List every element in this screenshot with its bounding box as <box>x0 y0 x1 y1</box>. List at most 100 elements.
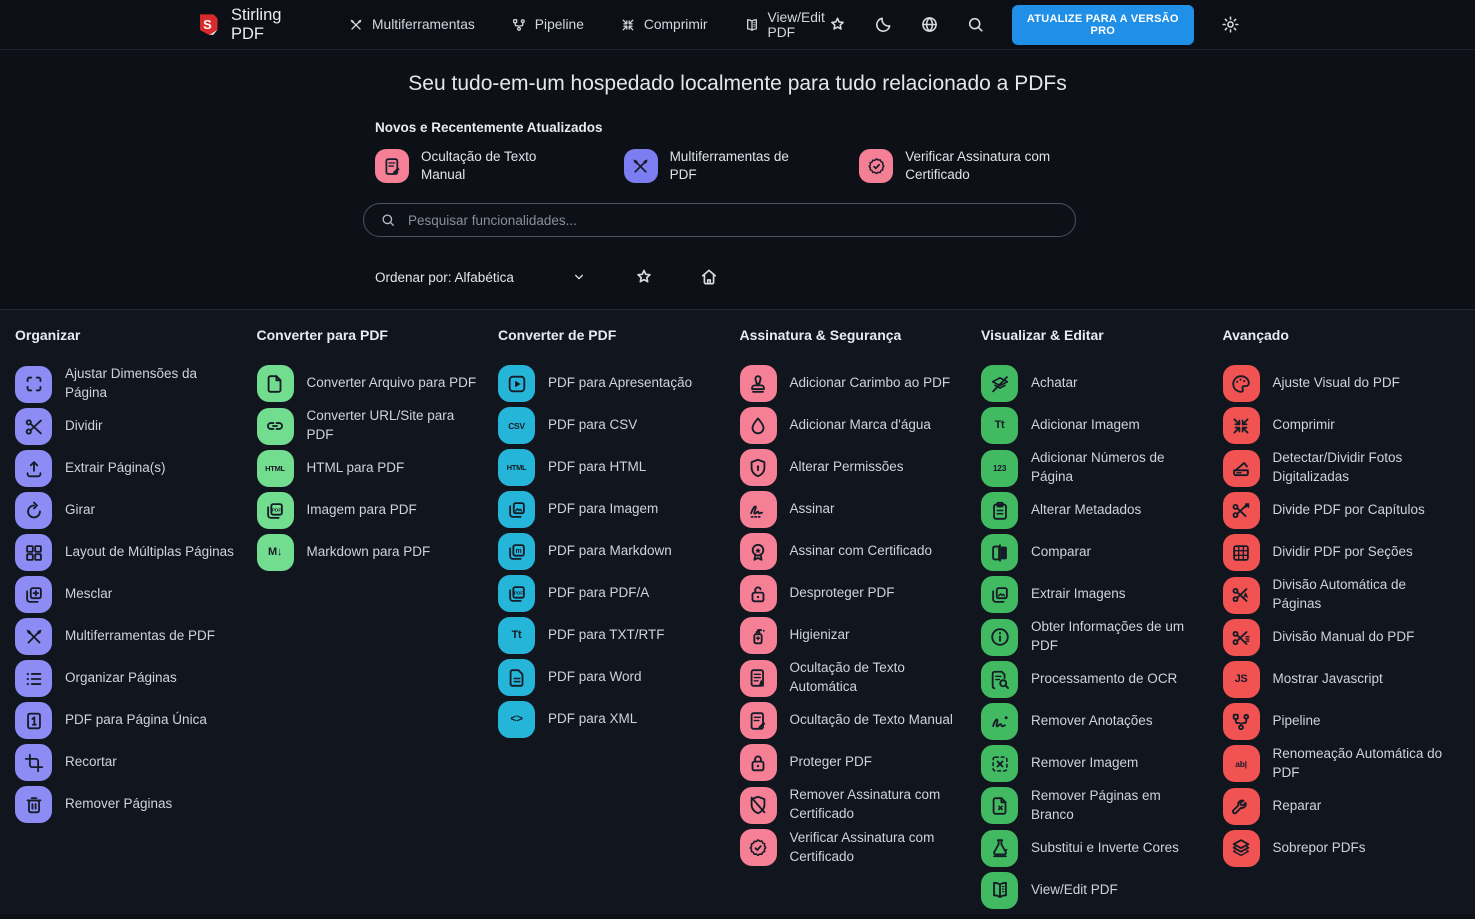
search-button[interactable] <box>966 15 985 34</box>
tool-item-organizar-paginas[interactable]: Organizar Páginas <box>15 660 255 698</box>
tool-item-mostrar-javascript[interactable]: JS Mostrar Javascript <box>1222 661 1463 698</box>
tool-item-sobrepor-pdfs[interactable]: Sobrepor PDFs <box>1222 829 1463 867</box>
tool-item-label: Adicionar Números de Página <box>1031 450 1165 485</box>
tool-item-pdf-para-csv[interactable]: CSV PDF para CSV <box>498 407 738 445</box>
tool-item-remover-assinatura-com-certificado[interactable]: Remover Assinatura com Certificado <box>739 786 980 824</box>
tool-item-label: Remover Anotações <box>1031 713 1153 729</box>
tool-item-desproteger-pdf[interactable]: Desproteger PDF <box>739 575 980 613</box>
tool-item-girar[interactable]: Girar <box>15 492 255 530</box>
tool-item-reparar[interactable]: Reparar <box>1222 787 1463 825</box>
stack-img-icon <box>981 576 1018 614</box>
language-button[interactable] <box>920 15 939 34</box>
tool-item-extrair-imagens[interactable]: Extrair Imagens <box>981 576 1221 614</box>
tool-item-pdf-para-xml[interactable]: <> PDF para XML <box>498 701 738 739</box>
tool-item-adicionar-imagem[interactable]: Tt Adicionar Imagem <box>981 407 1221 445</box>
featured-item-verificar-assinatura-com-certificado[interactable]: Verificar Assinatura com Certificado <box>859 148 1076 184</box>
crop-frame-icon <box>15 365 52 403</box>
tool-item-pdf-para-imagem[interactable]: PDF para Imagem <box>498 491 738 529</box>
featured-item-ocultacao-de-texto-manual[interactable]: Ocultação de Texto Manual <box>375 148 578 184</box>
tool-item-adicionar-numeros-de-pagina[interactable]: 123 Adicionar Números de Página <box>981 449 1221 487</box>
tool-item-divisao-automatica-de-paginas[interactable]: Divisão Automática de Páginas <box>1222 576 1463 614</box>
tool-item-remover-anotacoes[interactable]: Remover Anotações <box>981 703 1221 740</box>
tool-item-higienizar[interactable]: Higienizar <box>739 617 980 655</box>
tool-item-label: Verificar Assinatura com Certificado <box>789 830 935 864</box>
nav-link-pipeline[interactable]: Pipeline <box>511 17 584 33</box>
tool-item-ocultacao-de-texto-automatica[interactable]: Ocultação de Texto Automática <box>739 659 980 697</box>
tool-item-pdf-para-html[interactable]: HTML PDF para HTML <box>498 449 738 487</box>
nav-link-multiferramentas[interactable]: Multiferramentas <box>348 17 475 33</box>
tool-item-alterar-permissoes[interactable]: Alterar Permissões <box>739 449 980 487</box>
grid9-icon <box>1222 534 1260 572</box>
settings-button[interactable] <box>1221 15 1240 34</box>
tool-item-pdf-para-pdf-a[interactable]: PDF PDF para PDF/A <box>498 575 738 613</box>
tool-item-alterar-metadados[interactable]: Alterar Metadados <box>981 492 1221 530</box>
tool-item-adicionar-marca-d-agua[interactable]: Adicionar Marca d'água <box>739 407 980 445</box>
dark-mode-button[interactable] <box>874 15 893 34</box>
wrench-icon <box>1222 787 1260 825</box>
tool-item-ajustar-dimensoes-da-pagina[interactable]: Ajustar Dimensões da Página <box>15 365 255 403</box>
pipeline-icon <box>511 17 527 33</box>
tool-item-assinar-com-certificado[interactable]: Assinar com Certificado <box>739 533 980 571</box>
tool-item-detectar-dividir-fotos-digitalizadas[interactable]: Detectar/Dividir Fotos Digitalizadas <box>1222 449 1463 487</box>
tool-item-converter-arquivo-para-pdf[interactable]: Converter Arquivo para PDF <box>256 365 497 403</box>
tool-item-multiferramentas-de-pdf[interactable]: Multiferramentas de PDF <box>15 618 255 656</box>
tool-item-pdf-para-txt-rtf[interactable]: Tt PDF para TXT/RTF <box>498 617 738 655</box>
tool-item-pdf-para-word[interactable]: PDF para Word <box>498 659 738 697</box>
tt-icon: Tt <box>981 407 1018 445</box>
tool-item-dividir-pdf-por-secoes[interactable]: Dividir PDF por Seções <box>1222 534 1463 572</box>
tool-item-processamento-de-ocr[interactable]: Processamento de OCR <box>981 661 1221 698</box>
tool-item-recortar[interactable]: Recortar <box>15 744 255 782</box>
upgrade-pro-button[interactable]: ATUALIZE PARA A VERSÃO PRO <box>1011 4 1194 45</box>
tool-item-proteger-pdf[interactable]: Proteger PDF <box>739 744 980 782</box>
sort-select[interactable]: Ordenar por: Alfabética <box>375 269 587 285</box>
tool-item-view-edit-pdf[interactable]: View/Edit PDF <box>981 871 1221 909</box>
tool-item-substitui-e-inverte-cores[interactable]: Substitui e Inverte Cores <box>981 829 1221 867</box>
tool-item-ocultacao-de-texto-manual[interactable]: Ocultação de Texto Manual <box>739 702 980 740</box>
tool-item-verificar-assinatura-com-certificado[interactable]: Verificar Assinatura com Certificado <box>739 829 980 867</box>
favourites-filter-button[interactable] <box>634 267 654 287</box>
favourites-button[interactable] <box>828 15 847 34</box>
home-button[interactable] <box>699 267 719 287</box>
nav-link-label: Comprimir <box>643 17 708 32</box>
tool-item-divisao-manual-do-pdf[interactable]: Divisão Manual do PDF <box>1222 619 1463 656</box>
js-icon: JS <box>1222 661 1260 698</box>
tool-item-dividir[interactable]: Dividir <box>15 408 255 446</box>
tool-item-label: Pipeline <box>1272 713 1321 729</box>
tool-item-label: Extrair Página(s) <box>65 460 166 476</box>
tool-item-layout-de-multiplas-paginas[interactable]: Layout de Múltiplas Páginas <box>15 534 255 572</box>
flatten-icon <box>981 365 1018 403</box>
tool-item-pipeline[interactable]: Pipeline <box>1222 703 1463 740</box>
tool-item-assinar[interactable]: Assinar <box>739 491 980 529</box>
tool-item-remover-paginas[interactable]: Remover Páginas <box>15 786 255 824</box>
tool-item-remover-paginas-em-branco[interactable]: Remover Páginas em Branco <box>981 787 1221 825</box>
tool-item-adicionar-carimbo-ao-pdf[interactable]: Adicionar Carimbo ao PDF <box>739 365 980 403</box>
nav-link-view-edit-pdf[interactable]: View/Edit PDF <box>744 10 828 40</box>
tool-item-imagem-para-pdf[interactable]: PDF Imagem para PDF <box>256 492 497 530</box>
tool-item-renomeacao-automatica-do-pdf[interactable]: ab| Renomeação Automática do PDF <box>1222 745 1463 783</box>
page-one-icon <box>15 702 52 740</box>
tool-item-comprimir[interactable]: Comprimir <box>1222 407 1463 445</box>
tool-item-obter-informacoes-de-um-pdf[interactable]: Obter Informações de um PDF <box>981 618 1221 656</box>
tool-item-mesclar[interactable]: Mesclar <box>15 576 255 614</box>
group-column-avancado: Avançado Ajuste Visual do PDF Comprimir Det… <box>1222 325 1463 867</box>
nav-link-comprimir[interactable]: Comprimir <box>620 17 708 33</box>
tool-item-remover-imagem[interactable]: Remover Imagem <box>981 745 1221 782</box>
tool-item-html-para-pdf[interactable]: HTML HTML para PDF <box>256 450 497 488</box>
svg-text:m: m <box>515 548 521 555</box>
tool-item-pdf-para-markdown[interactable]: m PDF para Markdown <box>498 533 738 571</box>
grid4-icon <box>15 534 52 572</box>
tool-item-converter-url-site-para-pdf[interactable]: Converter URL/Site para PDF <box>256 407 497 445</box>
brand[interactable]: S Stirling PDF <box>195 6 312 44</box>
tool-item-comparar[interactable]: Comparar <box>981 534 1221 572</box>
tool-item-pdf-para-apresentacao[interactable]: PDF para Apresentação <box>498 365 738 403</box>
featured-item-multiferramentas-de-pdf[interactable]: Multiferramentas de PDF <box>623 148 814 184</box>
tool-item-achatar[interactable]: Achatar <box>981 365 1221 403</box>
tool-item-markdown-para-pdf[interactable]: M↓ Markdown para PDF <box>256 534 497 572</box>
tool-item-extrair-pagina-s[interactable]: Extrair Página(s) <box>15 450 255 488</box>
tool-item-divide-pdf-por-capitulos[interactable]: Divide PDF por Capítulos <box>1222 492 1463 530</box>
tool-item-ajuste-visual-do-pdf[interactable]: Ajuste Visual do PDF <box>1222 365 1463 403</box>
tool-list: Achatar Tt Adicionar Imagem 123 Adicionar Nú… <box>981 365 1221 909</box>
search-input[interactable] <box>408 212 1059 228</box>
featured-row: Ocultação de Texto Manual Multiferramenta… <box>375 148 1076 184</box>
tool-item-pdf-para-pagina-unica[interactable]: PDF para Página Única <box>15 702 255 740</box>
